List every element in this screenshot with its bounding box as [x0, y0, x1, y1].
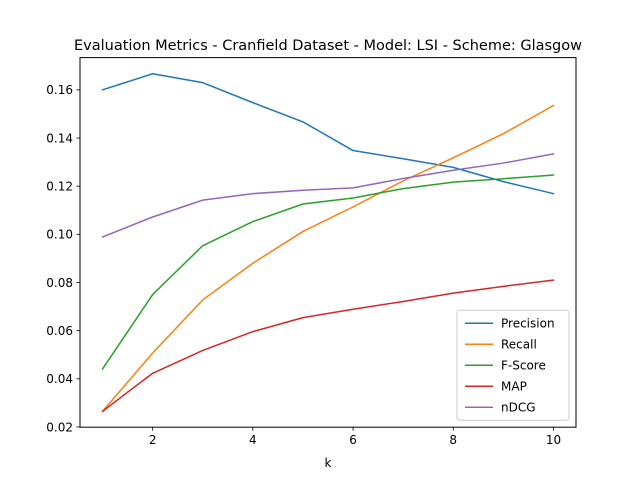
series-line-recall [101, 104, 555, 413]
legend-label-f-score: F-Score [501, 359, 546, 373]
legend-label-ndcg: nDCG [501, 401, 536, 415]
y-tick-label: 0.08 [46, 276, 73, 290]
x-axis: 2 4 6 8 10 [149, 427, 561, 447]
x-tick-label: 4 [249, 433, 257, 447]
y-axis: 0.02 0.04 0.06 0.08 0.10 0.12 0.14 0.16 [46, 83, 80, 434]
legend: Precision Recall F-Score MAP nDCG [456, 309, 570, 421]
series-line-f-score [101, 174, 555, 370]
series-line-precision [101, 72, 555, 195]
x-axis-label: k [325, 456, 332, 470]
chart-title: Evaluation Metrics - Cranfield Dataset -… [74, 38, 582, 54]
y-tick-label: 0.12 [46, 179, 73, 193]
x-tick-label: 2 [149, 433, 157, 447]
plot-area-frame [79, 57, 577, 428]
y-tick-label: 0.06 [46, 324, 73, 338]
x-tick-label: 8 [449, 433, 457, 447]
y-tick-label: 0.02 [46, 420, 73, 434]
series-line-ndcg [101, 153, 555, 238]
legend-frame [456, 309, 570, 421]
series-layer [101, 72, 555, 413]
series-line-map [101, 279, 555, 413]
y-tick-label: 0.16 [46, 83, 73, 97]
y-tick-label: 0.10 [46, 228, 73, 242]
y-tick-label: 0.04 [46, 372, 73, 386]
legend-label-recall: Recall [501, 338, 537, 352]
legend-label-precision: Precision [501, 317, 555, 331]
legend-label-map: MAP [501, 380, 527, 394]
y-tick-label: 0.14 [46, 131, 73, 145]
x-tick-label: 10 [546, 433, 561, 447]
x-tick-label: 6 [349, 433, 357, 447]
